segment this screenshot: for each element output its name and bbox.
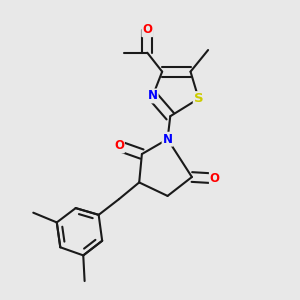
Text: N: N — [163, 133, 172, 146]
Text: N: N — [148, 89, 158, 103]
Text: S: S — [194, 92, 203, 105]
Text: O: O — [210, 172, 220, 185]
Text: O: O — [142, 23, 152, 36]
Text: O: O — [114, 140, 124, 152]
